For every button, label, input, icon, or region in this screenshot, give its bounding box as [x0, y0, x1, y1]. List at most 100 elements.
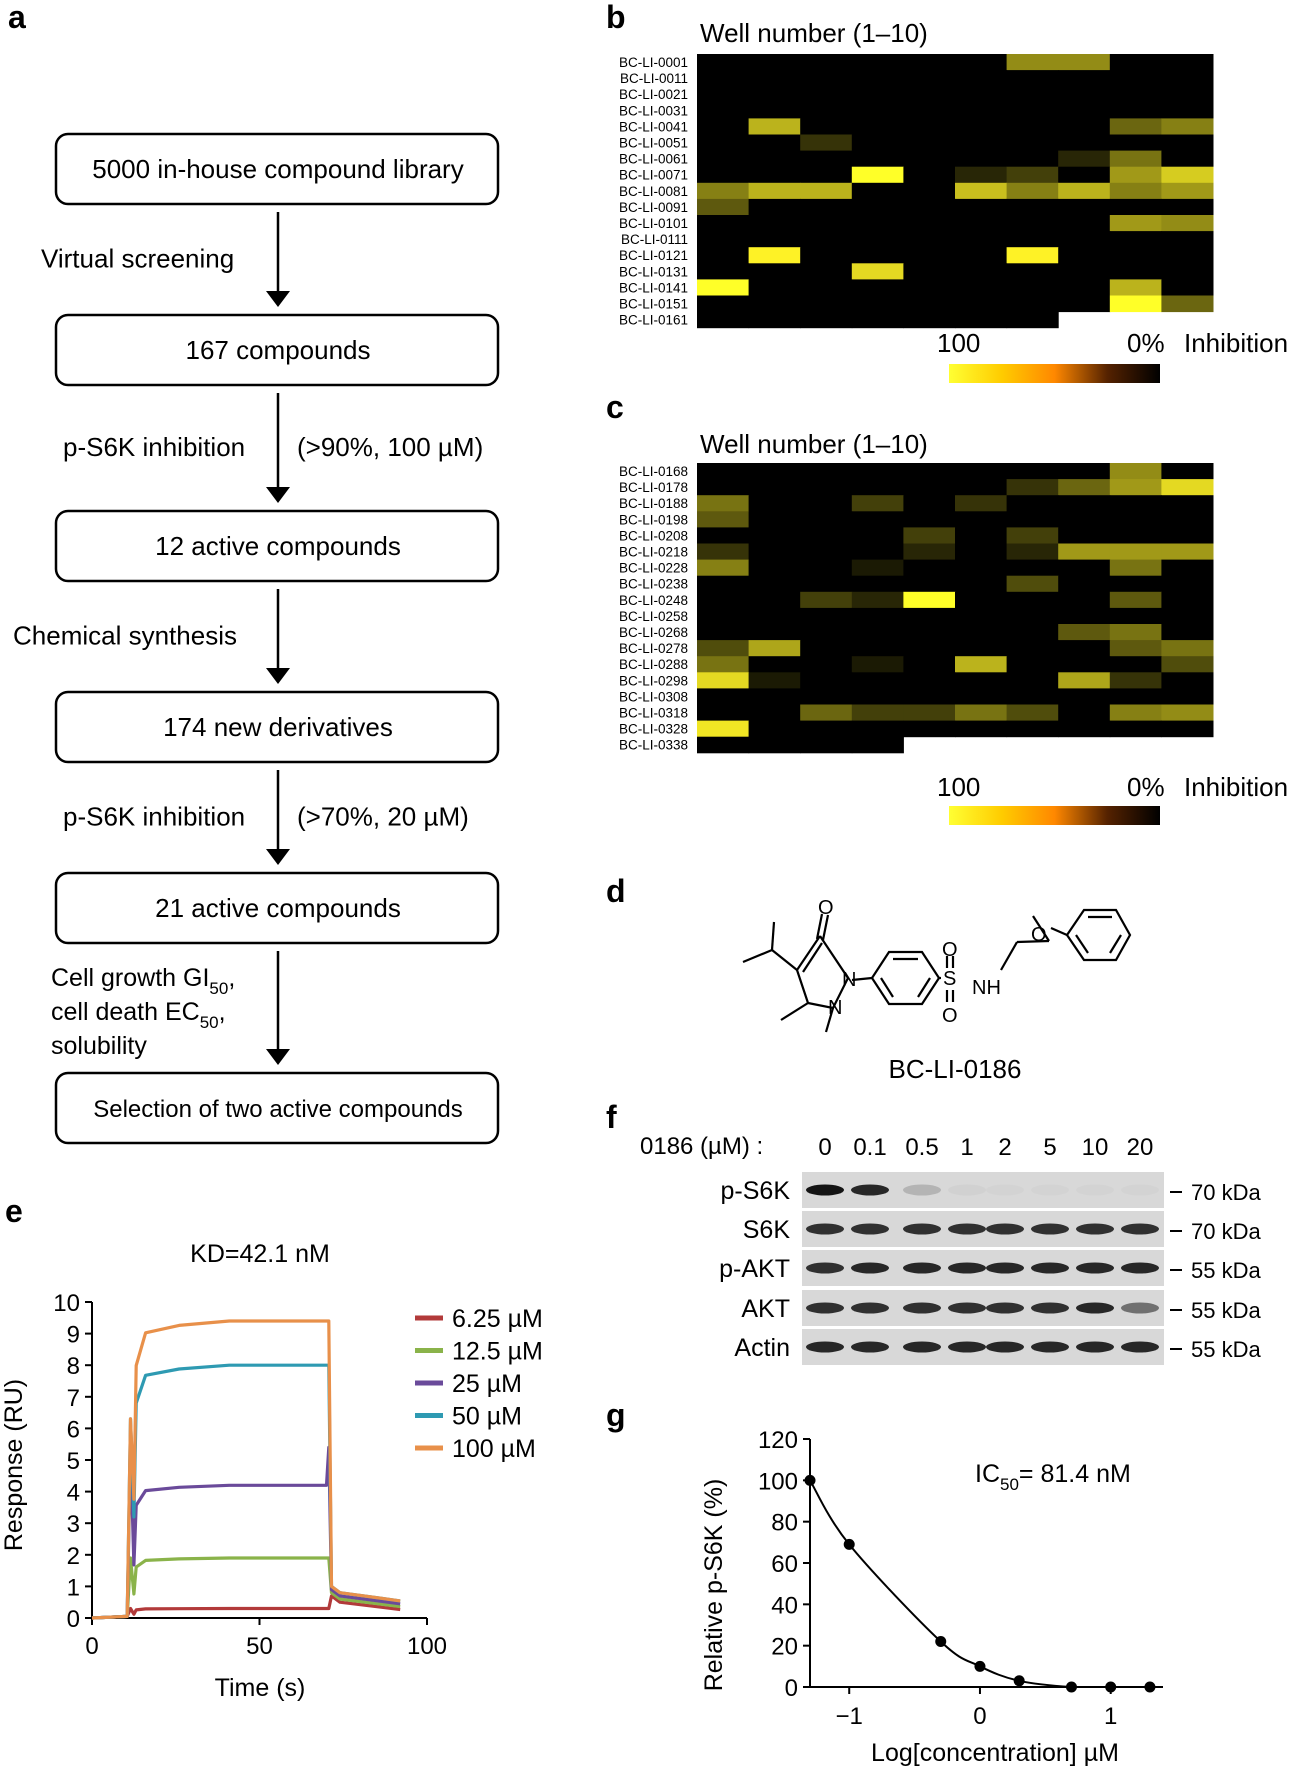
- data-point: [843, 1538, 855, 1550]
- heatmap-cell: [1058, 495, 1111, 512]
- heatmap-cell: [903, 463, 956, 480]
- dose-value: 2: [998, 1134, 1011, 1161]
- heatmap-cell: [1058, 720, 1111, 738]
- heatmap-cell: [955, 311, 1008, 329]
- western-blot: p-S6K 70 kDa S6K 70 kDa p-AKT 55 kDa AKT 55 kDa…: [719, 1172, 1261, 1365]
- heatmap-cell: [697, 70, 750, 87]
- dose-value: 5: [1043, 1134, 1056, 1161]
- heatmap-cell: [851, 166, 904, 184]
- heatmap-cell: [851, 624, 904, 641]
- atom-o3: O: [942, 1005, 958, 1027]
- y-tick-label: 9: [67, 1322, 80, 1349]
- mw-label: 55 kDa: [1191, 1337, 1261, 1362]
- data-point: [1105, 1681, 1117, 1693]
- heatmap-cell: [955, 215, 1008, 232]
- heatmap-cell: [748, 150, 801, 168]
- heatmap-cell: [748, 118, 801, 135]
- blot-band: [948, 1223, 986, 1235]
- heatmap-cell: [851, 86, 904, 103]
- heatmap-cell: [851, 295, 904, 313]
- data-point: [1144, 1681, 1156, 1693]
- heatmap-cell: [800, 86, 853, 103]
- heatmap-cell: [1058, 118, 1111, 135]
- heatmap-cell: [903, 591, 956, 609]
- heatmap-cell: [800, 704, 853, 722]
- heatmap-cell: [903, 263, 956, 280]
- heatmap-cell: [851, 640, 904, 657]
- blot-label: Actin: [734, 1334, 790, 1362]
- heatmap-cell: [1109, 279, 1162, 296]
- heatmap-cell: [1006, 215, 1059, 232]
- heatmap-cell: [748, 463, 801, 480]
- heatmap-cell: [697, 575, 750, 593]
- data-point: [1013, 1675, 1025, 1687]
- heatmap-cell: [903, 166, 956, 184]
- panel-label-a: a: [8, 0, 26, 35]
- blot-band: [1121, 1223, 1159, 1235]
- heatmap-cell: [748, 672, 801, 689]
- heatmap-cell: [800, 198, 853, 216]
- heatmap-cell: [748, 86, 801, 103]
- heatmap-cell: [800, 575, 853, 593]
- heatmap-cell: [1058, 263, 1111, 280]
- heatmap-cell: [903, 543, 956, 561]
- criteria-line3: solubility: [51, 1032, 147, 1060]
- heatmap-cell: [955, 134, 1008, 152]
- heatmap-cell: [851, 672, 904, 689]
- scale-b-left: 100: [937, 328, 980, 358]
- heatmap-cell: [800, 672, 853, 689]
- heatmap-row-label: BC-LI-0071: [619, 168, 688, 183]
- heatmap-cell: [955, 720, 1008, 738]
- heatmap-cell: [748, 527, 801, 544]
- heatmap-cell: [1058, 591, 1111, 609]
- spr-title: KD=42.1 nM: [190, 1240, 330, 1268]
- heatmap-cell: [1058, 543, 1111, 561]
- heatmap-cell: [1058, 102, 1111, 119]
- y-tick-label: 60: [771, 1551, 798, 1578]
- heatmap-cell: [800, 311, 853, 329]
- atom-nh: NH: [972, 977, 1001, 999]
- heatmap-cell: [748, 263, 801, 280]
- ic50-ylabel: Relative p-S6K (%): [700, 1479, 728, 1692]
- heatmap-cell: [697, 704, 750, 722]
- heatmap-cell: [851, 656, 904, 673]
- heatmap-cell: [1058, 688, 1111, 705]
- heatmap-cell: [697, 656, 750, 673]
- blot-band: [851, 1341, 889, 1353]
- spr-series-line: [91, 1363, 401, 1620]
- heatmap-row-label: BC-LI-0091: [619, 200, 688, 215]
- heatmap-cell: [851, 118, 904, 135]
- heatmap-cell: [903, 215, 956, 232]
- heatmap-row-label: BC-LI-0298: [619, 673, 688, 688]
- heatmap-cell: [800, 215, 853, 232]
- heatmap-cell: [800, 479, 853, 496]
- ic50-annotation: IC50= 81.4 nM: [975, 1460, 1131, 1494]
- heatmap-cell: [697, 166, 750, 184]
- heatmap-cell: [903, 607, 956, 625]
- blot-band: [986, 1262, 1024, 1274]
- criteria-line2-sub: 50: [200, 1013, 219, 1032]
- blot-band: [903, 1302, 941, 1314]
- blot-band: [806, 1223, 844, 1235]
- heatmap-cell: [748, 134, 801, 152]
- heatmap-cell: [851, 511, 904, 528]
- heatmap-cell: [955, 479, 1008, 496]
- heatmap-cell: [748, 102, 801, 119]
- heatmap-cell: [697, 527, 750, 544]
- heatmap-cell: [1109, 624, 1162, 641]
- heatmap-cell: [1161, 70, 1214, 87]
- heatmap-row-label: BC-LI-0011: [620, 71, 688, 86]
- heatmap-row-label: BC-LI-0308: [619, 689, 688, 704]
- heatmap-cell: [800, 656, 853, 673]
- heatmap-cell: [1161, 559, 1214, 577]
- heatmap-cell: [1161, 591, 1214, 609]
- heatmap-cell: [1006, 640, 1059, 657]
- heatmap-cell: [1006, 559, 1059, 577]
- ic50-xlabel: Log[concentration] µM: [871, 1739, 1119, 1767]
- heatmap-cell: [1109, 134, 1162, 152]
- heatmap-row-label: BC-LI-0041: [619, 119, 688, 134]
- heatmap-cell: [800, 182, 853, 200]
- y-tick-label: 1: [67, 1574, 80, 1601]
- heatmap-cell: [1109, 118, 1162, 135]
- heatmap-cell: [903, 704, 956, 722]
